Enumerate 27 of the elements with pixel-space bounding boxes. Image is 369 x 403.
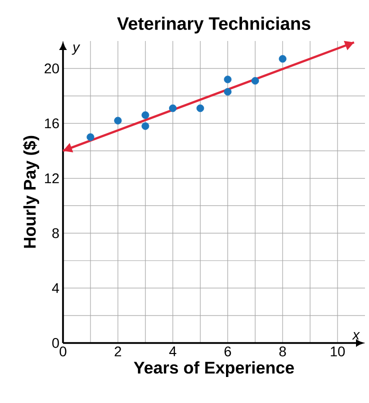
x-tick-label: 8 bbox=[279, 346, 286, 356]
x-axis-title: Years of Experience bbox=[134, 361, 294, 378]
annotation: y bbox=[72, 44, 80, 55]
x-tick-label: 4 bbox=[169, 346, 176, 356]
point bbox=[114, 116, 122, 124]
y-tick-label: 12 bbox=[45, 173, 59, 184]
point bbox=[224, 88, 232, 96]
point bbox=[142, 122, 150, 130]
point bbox=[251, 77, 259, 85]
y-tick-label: 0 bbox=[52, 338, 59, 348]
x-tick-label: 0 bbox=[60, 346, 66, 356]
y-axis-title: Hourly Pay ($) bbox=[23, 136, 40, 248]
y-tick-label: 4 bbox=[52, 283, 60, 293]
point bbox=[142, 111, 150, 119]
y-tick-label: 8 bbox=[52, 228, 59, 238]
point bbox=[169, 104, 177, 112]
y-tick-label: 20 bbox=[44, 64, 59, 74]
chart-title: Veterinary Technicians bbox=[117, 16, 310, 34]
x-tick-label: 2 bbox=[114, 346, 122, 356]
x-tick-label: 10 bbox=[330, 346, 345, 356]
point bbox=[86, 133, 94, 141]
x-tick-label: 6 bbox=[224, 346, 231, 356]
point bbox=[224, 76, 232, 84]
point bbox=[196, 104, 204, 112]
y-tick-label: 16 bbox=[45, 118, 59, 128]
annotation: x bbox=[352, 332, 360, 340]
point bbox=[278, 55, 286, 63]
